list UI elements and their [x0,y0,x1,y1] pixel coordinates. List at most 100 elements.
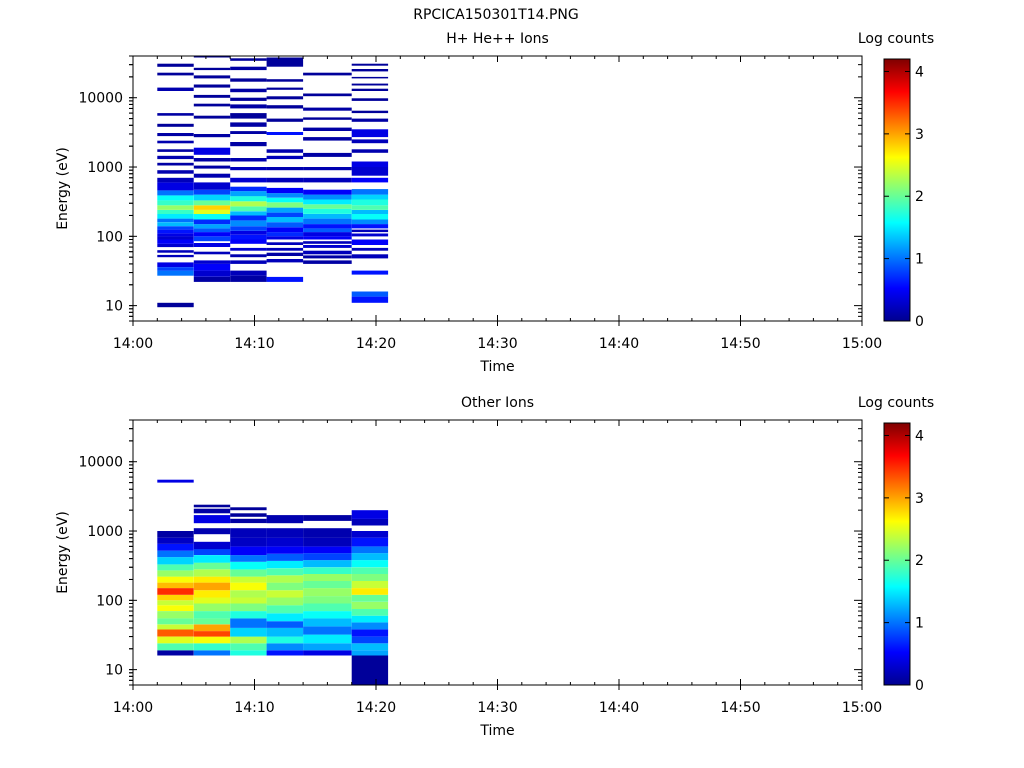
heatmap-cell [230,270,267,276]
heatmap-cell [230,186,267,192]
heatmap-cell [193,576,231,583]
heatmap-cell [230,590,267,598]
heatmap-cell [157,650,194,656]
heatmap-cell [266,105,304,109]
heatmap-cell [230,627,267,637]
heatmap-cell [351,189,389,195]
heatmap-cell [266,636,304,644]
heatmap-cell [193,56,231,58]
heatmap-cell [351,161,389,167]
panel-title: Other Ions [461,395,534,411]
heatmap-cell [230,215,267,221]
heatmap-cell [157,218,194,223]
heatmap-cell [266,252,304,256]
heatmap-cell [266,627,304,637]
heatmap-cell [266,537,304,547]
heatmap-cell [266,177,304,183]
y-tick-label: 10000 [78,91,123,107]
heatmap-cell [351,229,389,233]
heatmap-cell [193,75,231,79]
heatmap-cell [157,537,194,544]
heatmap-cell [230,513,267,517]
heatmap-cell [303,189,352,195]
heatmap-cell [230,603,267,612]
heatmap-cell [351,88,389,91]
heatmap-cell [157,149,194,152]
x-axis-label: Time [479,359,514,375]
heatmap-cell [351,518,389,526]
heatmap-cell [351,254,389,259]
colorbar-tick-label: 0 [915,314,924,330]
heatmap-cell [303,260,352,264]
heatmap-cell [193,224,231,229]
heatmap-cell [230,220,267,227]
heatmap-cell [157,636,194,644]
heatmap-cells [157,56,389,308]
heatmap-cell [193,528,231,535]
heatmap-cell [157,250,194,253]
heatmap-cell [351,643,389,651]
heatmap-cell [266,650,304,656]
heatmap-cell [266,187,304,194]
heatmap-cell [230,537,267,547]
heatmap-cell [193,189,231,195]
heatmap-cell [193,263,231,271]
colorbar-tick-label: 1 [915,616,924,632]
heatmap-cell [193,549,231,555]
x-tick-label: 14:10 [234,700,274,716]
heatmap-cell [157,155,194,160]
colorbar-tick-label: 4 [915,428,924,444]
heatmap-cell [193,515,231,524]
heatmap-cell [157,162,194,166]
heatmap-cell [303,603,352,612]
heatmap-cell [351,546,389,554]
colorbar-tick-label: 3 [915,127,924,143]
heatmap-cell [266,149,304,153]
heatmap-cell [303,574,352,581]
heatmap-cell [303,537,352,547]
heatmap-cell [230,555,267,562]
heatmap-cell [303,626,352,635]
heatmap-cell [193,631,231,637]
heatmap-cell [351,233,389,237]
heatmap-cell [157,576,194,583]
heatmap-cell [303,588,352,597]
heatmap-cell [157,63,194,67]
heatmap-cell [351,139,389,144]
heatmap-cell [193,251,231,255]
heatmap-cell [230,507,267,511]
colorbar-tick-label: 0 [915,678,924,694]
heatmap-cell [351,210,389,214]
heatmap-cell [193,569,231,577]
heatmap-cell [351,291,389,297]
heatmap-cell [230,206,267,212]
heatmap-cell [157,629,194,637]
heatmap-cell [266,96,304,100]
heatmap-cell [230,234,267,240]
heatmap-cell [157,643,194,651]
heatmap-cell [230,66,267,71]
heatmap-cell [266,132,304,135]
heatmap-cell [230,576,267,583]
heatmap-cell [157,302,194,308]
heatmap-cell [266,553,304,561]
heatmap-cell [303,560,352,568]
heatmap-cell [303,634,352,644]
heatmap-cell [193,232,231,237]
heatmap-cell [230,254,267,258]
heatmap-cell [266,202,304,208]
heatmap-cell [266,605,304,614]
heatmap-cell [266,590,304,598]
heatmap-cell [351,588,389,595]
heatmap-cell [230,196,267,202]
heatmap-cell [266,222,304,228]
heatmap-cell [351,636,389,644]
heatmap-cell [351,98,389,101]
heatmap-cell [193,205,231,210]
heatmap-cell [266,242,304,245]
heatmap-cell [303,152,352,157]
heatmap-cell [230,561,267,570]
heatmap-cell [157,582,194,589]
heatmap-cell [351,247,389,251]
heatmap-cell [193,214,231,220]
